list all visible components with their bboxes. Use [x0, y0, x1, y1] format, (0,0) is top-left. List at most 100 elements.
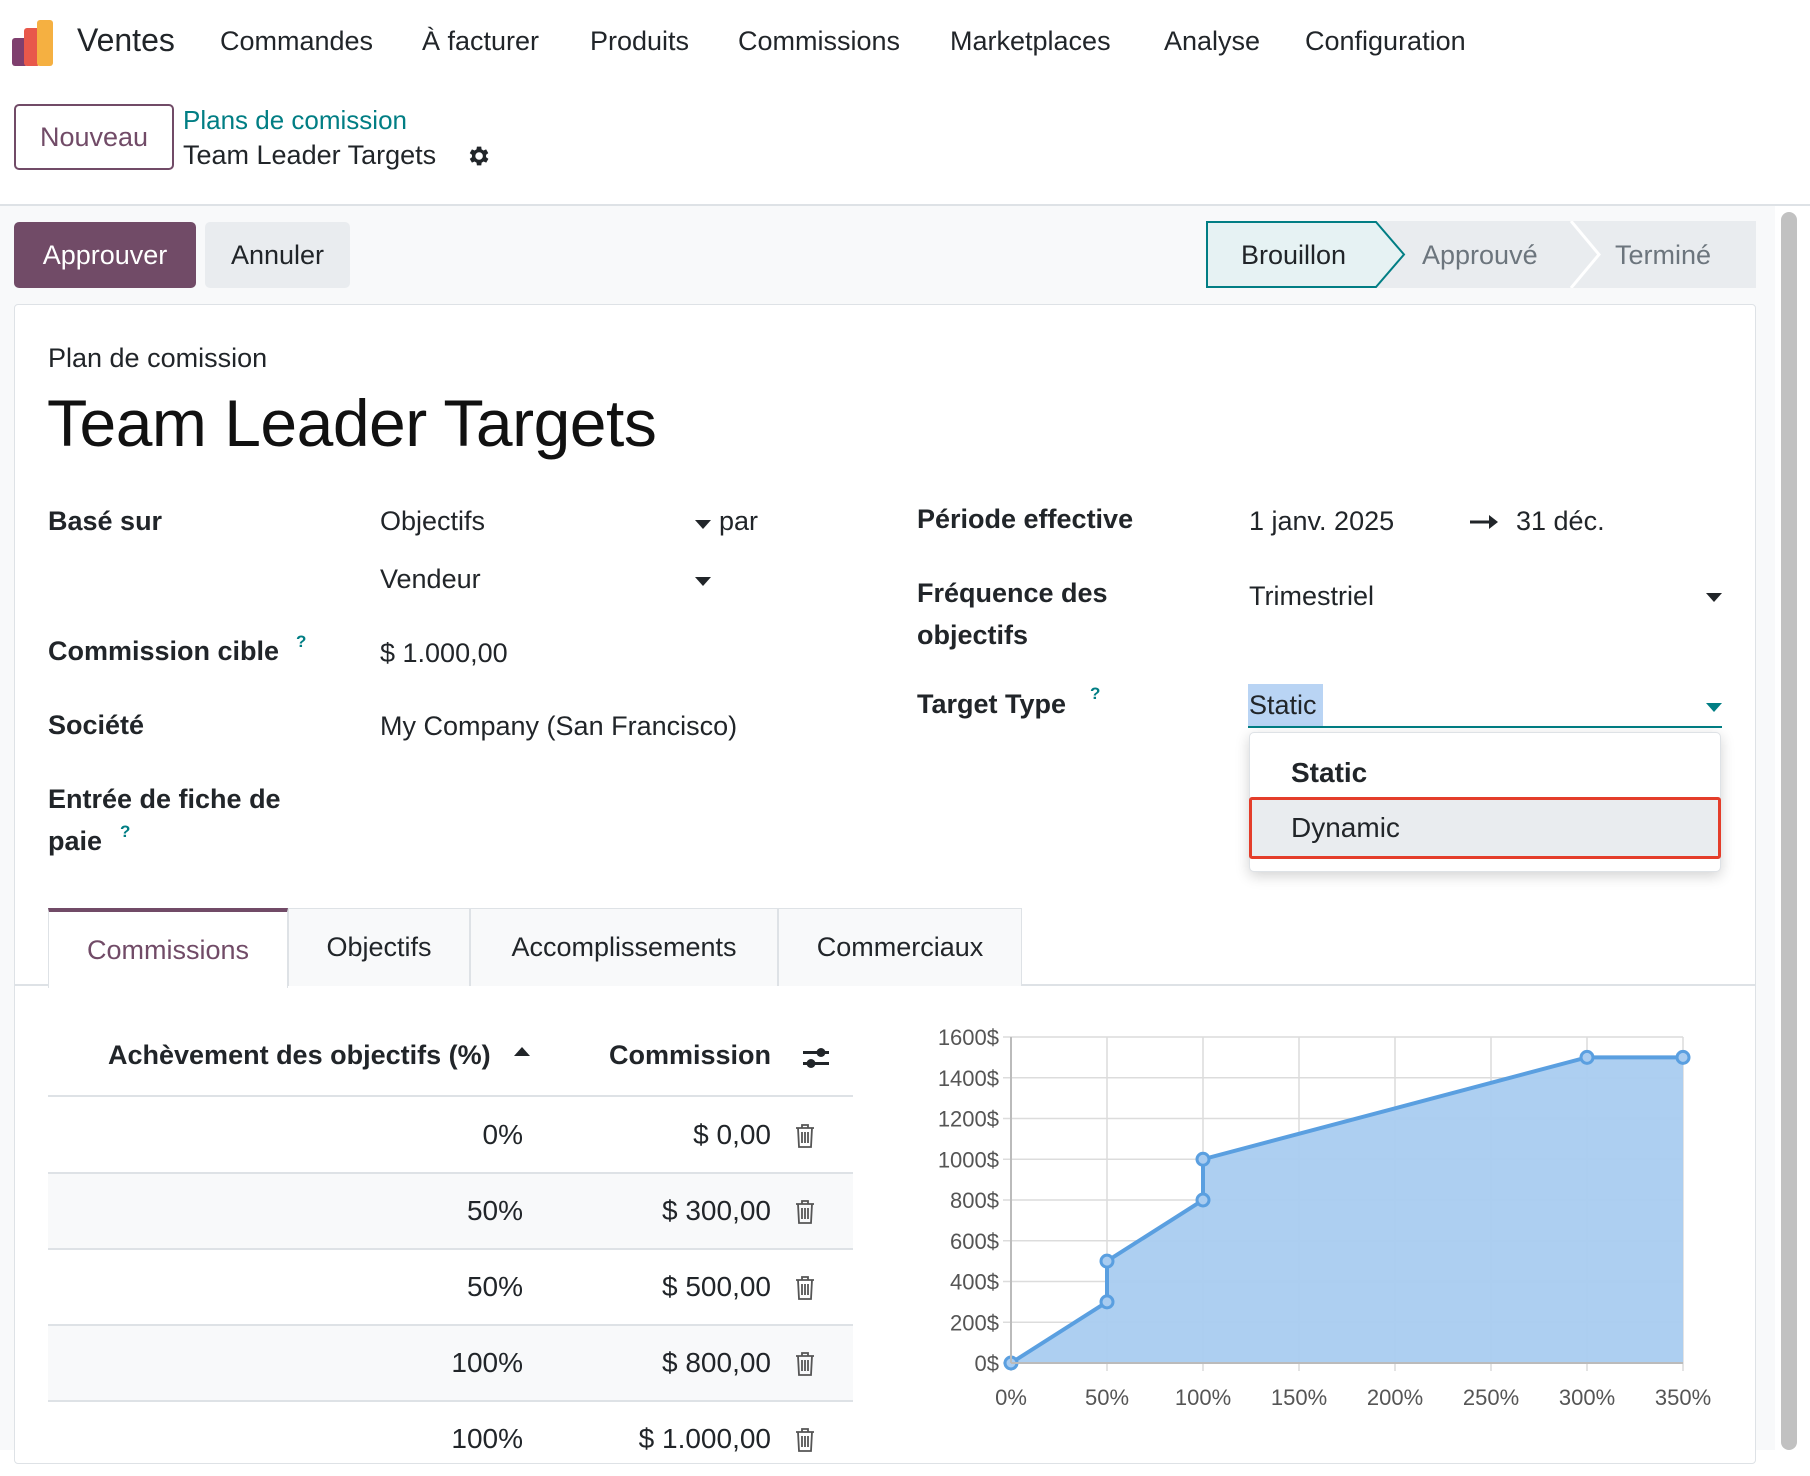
y-tick-label: 200$ [950, 1310, 999, 1335]
based-on-label: Basé sur [48, 506, 163, 536]
x-tick-label: 350% [1655, 1385, 1711, 1410]
by-select[interactable]: Vendeur [380, 564, 481, 594]
cell-achievement[interactable]: 50% [466, 1271, 523, 1302]
dropdown-option-static[interactable]: Static [1291, 757, 1368, 788]
column-header-achievement[interactable]: Achèvement des objectifs (%) [108, 1040, 491, 1070]
based-on-select[interactable]: Objectifs [380, 506, 486, 536]
chevron-down-icon[interactable] [695, 520, 711, 529]
payslip-label-2: paie [48, 826, 103, 856]
header-divider [0, 204, 1810, 206]
y-tick-label: 0$ [975, 1351, 999, 1376]
top-navbar: Ventes Commandes À facturer Produits Com… [0, 0, 1810, 84]
cell-commission[interactable]: $ 500,00 [662, 1271, 771, 1302]
commission-chart: 0% 50% 100% 150% 200% 250% 300% 350% 0$ 200$ 400$ 6… [938, 1025, 1711, 1410]
arrow-right-icon [1470, 515, 1498, 529]
tab-objectifs[interactable]: Objectifs [288, 908, 470, 986]
data-point [1195, 1192, 1211, 1208]
stage-termine[interactable]: Terminé [1615, 240, 1712, 270]
data-point [1675, 1049, 1691, 1065]
column-header-commission[interactable]: Commission [609, 1040, 772, 1070]
row-divider [48, 1248, 853, 1250]
trash-icon[interactable] [794, 1351, 816, 1377]
breadcrumb-parent-link[interactable]: Plans de comission [183, 105, 407, 135]
y-tick-label: 1600$ [938, 1025, 999, 1050]
help-icon[interactable]: ? [120, 822, 131, 841]
row-divider [48, 1400, 853, 1402]
trash-icon[interactable] [794, 1199, 816, 1225]
x-tick-label: 50% [1085, 1385, 1129, 1410]
target-commission-label: Commission cible [48, 636, 280, 666]
frequency-select[interactable]: Trimestriel [1249, 581, 1374, 611]
chevron-down-icon[interactable] [695, 577, 711, 586]
cell-commission[interactable]: $ 1.000,00 [638, 1423, 771, 1454]
app-name[interactable]: Ventes [77, 22, 175, 58]
gear-icon[interactable] [465, 143, 491, 169]
data-point [1195, 1151, 1211, 1167]
company-label: Société [48, 710, 145, 740]
sort-ascending-icon [514, 1047, 530, 1056]
new-button[interactable]: Nouveau [14, 104, 174, 170]
menu-a-facturer[interactable]: À facturer [422, 26, 540, 56]
cell-achievement[interactable]: 0% [482, 1119, 523, 1150]
trash-icon[interactable] [794, 1427, 816, 1453]
table-row[interactable]: 100% $ 1.000,00 [48, 1402, 853, 1476]
menu-configuration[interactable]: Configuration [1305, 26, 1466, 56]
tab-commerciaux[interactable]: Commerciaux [778, 908, 1022, 986]
tab-commissions[interactable]: Commissions [48, 908, 288, 988]
approve-button[interactable]: Approuver [14, 222, 196, 288]
period-end-field[interactable]: 31 déc. [1516, 506, 1605, 536]
trash-icon[interactable] [794, 1123, 816, 1149]
cell-commission[interactable]: $ 800,00 [662, 1347, 771, 1378]
menu-produits[interactable]: Produits [590, 26, 690, 56]
menu-analyse[interactable]: Analyse [1164, 26, 1261, 56]
cell-achievement[interactable]: 50% [466, 1195, 523, 1226]
help-icon[interactable]: ? [1090, 684, 1101, 703]
sales-app-logo-icon[interactable] [12, 20, 56, 66]
cell-achievement[interactable]: 100% [451, 1423, 523, 1454]
menu-commandes[interactable]: Commandes [220, 26, 374, 56]
menu-marketplaces[interactable]: Marketplaces [950, 26, 1111, 56]
x-tick-label: 200% [1367, 1385, 1423, 1410]
cell-achievement[interactable]: 100% [451, 1347, 523, 1378]
stage-approuve[interactable]: Approuvé [1422, 240, 1538, 270]
sliders-icon[interactable] [801, 1044, 831, 1072]
table-row[interactable]: 50% $ 300,00 [48, 1174, 853, 1248]
breadcrumb-current: Team Leader Targets [183, 140, 437, 170]
payslip-label: Entrée de fiche de [48, 784, 281, 814]
company-field[interactable]: My Company (San Francisco) [380, 711, 738, 741]
chevron-down-icon[interactable] [1706, 593, 1722, 602]
record-title[interactable]: Team Leader Targets [47, 386, 657, 460]
menu-commissions[interactable]: Commissions [738, 26, 901, 56]
trash-icon[interactable] [794, 1275, 816, 1301]
dropdown-option-hover-bg [1250, 798, 1720, 858]
scrollbar-thumb[interactable] [1781, 212, 1797, 1450]
x-tick-label: 150% [1271, 1385, 1327, 1410]
frequency-label: Fréquence des [917, 578, 1108, 608]
table-row[interactable]: 100% $ 800,00 [48, 1326, 853, 1400]
y-tick-label: 1400$ [938, 1066, 999, 1091]
x-tick-label: 0% [995, 1385, 1027, 1410]
cancel-button[interactable]: Annuler [205, 222, 350, 288]
chevron-down-icon[interactable] [1706, 703, 1722, 712]
target-commission-field[interactable]: $ 1.000,00 [380, 638, 508, 668]
y-tick-label: 400$ [950, 1270, 999, 1295]
stage-brouillon[interactable]: Brouillon [1241, 240, 1347, 270]
cell-commission[interactable]: $ 0,00 [693, 1119, 771, 1150]
table-row[interactable]: 50% $ 500,00 [48, 1250, 853, 1324]
table-header-divider [48, 1095, 853, 1097]
row-divider [48, 1172, 853, 1174]
dropdown-option-dynamic[interactable]: Dynamic [1291, 812, 1400, 843]
help-icon[interactable]: ? [296, 632, 307, 651]
cell-commission[interactable]: $ 300,00 [662, 1195, 771, 1226]
table-row[interactable]: 0% $ 0,00 [48, 1098, 853, 1172]
tab-accomplissements[interactable]: Accomplissements [470, 908, 778, 986]
highlight-box [1249, 797, 1721, 859]
x-tick-label: 100% [1175, 1385, 1231, 1410]
data-point [1099, 1294, 1115, 1310]
target-type-select[interactable]: Static [1249, 690, 1317, 720]
y-tick-label: 1000$ [938, 1147, 999, 1172]
period-start-field[interactable]: 1 janv. 2025 [1249, 506, 1395, 536]
x-tick-label: 300% [1559, 1385, 1615, 1410]
y-tick-label: 600$ [950, 1229, 999, 1254]
record-type-label: Plan de comission [48, 343, 268, 373]
